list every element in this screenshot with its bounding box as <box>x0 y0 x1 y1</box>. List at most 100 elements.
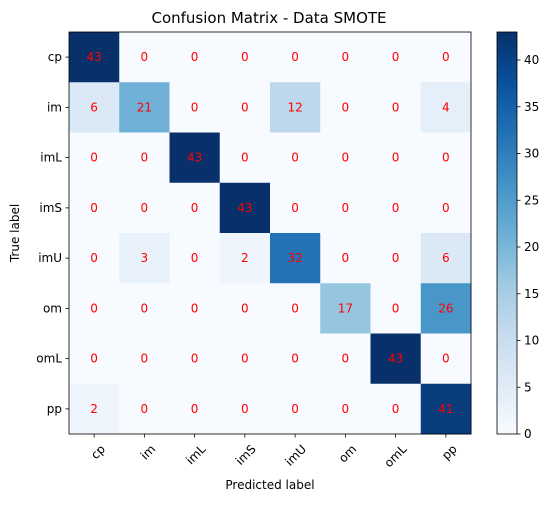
y-tick-label: imS <box>39 201 62 215</box>
cell-value-label: 0 <box>291 352 299 366</box>
y-tick-label: omL <box>36 352 62 366</box>
colorbar-tick-label: 25 <box>524 193 539 207</box>
matrix-cell-imU-omL <box>370 233 422 284</box>
colorbar-tick-label: 10 <box>524 334 539 348</box>
matrix-cell-omL-cp <box>69 333 120 385</box>
y-axis-ticks: cp im imL imS imU om omL pp <box>36 50 69 416</box>
matrix-cell-imU-imU <box>270 233 321 284</box>
cell-value-label: 12 <box>287 100 302 114</box>
cell-value-label: 2 <box>90 402 98 416</box>
matrix-cell-imL-imL <box>169 132 221 184</box>
cell-value-label: 0 <box>241 100 249 114</box>
matrix-cell-pp-imL <box>169 383 221 435</box>
cell-value-label: 0 <box>442 201 450 215</box>
colorbar-tick-label: 20 <box>524 240 539 254</box>
cell-value-label: 0 <box>191 352 199 366</box>
matrix-cell-labels: 43 0 0 0 0 0 0 0 6 21 0 0 12 0 0 4 0 0 43 0 0 0 0 0 0 0 0 43 0 0 0 0 0 3 0… <box>86 50 453 416</box>
matrix-cell-im-im <box>119 82 170 133</box>
cell-value-label: 43 <box>237 201 252 215</box>
colorbar-tick-label: 30 <box>524 147 539 161</box>
matrix-cell-imL-imU <box>270 132 321 184</box>
matrix-cell-imU-cp <box>69 233 120 284</box>
matrix-cell-om-imL <box>169 283 221 334</box>
cell-value-label: 0 <box>191 251 199 265</box>
colorbar-tick-label: 0 <box>524 427 532 441</box>
cell-value-label: 0 <box>342 251 350 265</box>
cell-value-label: 2 <box>241 251 249 265</box>
cell-value-label: 32 <box>287 251 302 265</box>
cell-value-label: 0 <box>141 301 149 315</box>
matrix-cell-om-pp <box>420 283 472 334</box>
matrix-cell-imU-imL <box>169 233 221 284</box>
cell-value-label: 6 <box>90 100 98 114</box>
cell-value-label: 0 <box>141 352 149 366</box>
cell-value-label: 4 <box>442 100 450 114</box>
matrix-cell-cp-im <box>119 32 170 83</box>
cell-value-label: 21 <box>137 100 152 114</box>
cell-value-label: 0 <box>90 301 98 315</box>
x-axis-label: Predicted label <box>225 478 314 492</box>
cell-value-label: 0 <box>442 50 450 64</box>
y-axis-label: True label <box>8 204 22 263</box>
matrix-cell-pp-im <box>119 383 170 435</box>
y-tick-label: om <box>43 301 62 315</box>
matrix-cell-im-imL <box>169 82 221 133</box>
cell-value-label: 0 <box>392 301 400 315</box>
cell-value-label: 0 <box>342 151 350 165</box>
matrix-cell-imU-im <box>119 233 170 284</box>
cell-value-label: 0 <box>191 100 199 114</box>
matrix-cell-imL-cp <box>69 132 120 184</box>
matrix-cell-omL-pp <box>420 333 472 385</box>
y-tick-label: imL <box>40 151 62 165</box>
matrix-cell-cp-imL <box>169 32 221 83</box>
y-tick-label: pp <box>47 402 62 416</box>
cell-value-label: 6 <box>442 251 450 265</box>
matrix-cell-omL-om <box>320 333 371 385</box>
cell-value-label: 0 <box>90 201 98 215</box>
colorbar-tick-label: 15 <box>524 287 539 301</box>
colorbar-tick-label: 40 <box>524 53 539 67</box>
cell-value-label: 0 <box>392 151 400 165</box>
y-tick-label: imU <box>38 251 62 265</box>
matrix-cell-im-omL <box>370 82 422 133</box>
matrix-cell-omL-im <box>119 333 170 385</box>
matrix-cell-imS-imL <box>169 182 221 234</box>
matrix-cell-cp-om <box>320 32 371 83</box>
cell-value-label: 0 <box>90 251 98 265</box>
matrix-cell-im-imS <box>219 82 271 133</box>
matrix-cells <box>69 32 472 435</box>
cell-value-label: 0 <box>241 301 249 315</box>
y-tick-label: im <box>47 100 62 114</box>
matrix-cell-om-cp <box>69 283 120 334</box>
cell-value-label: 0 <box>342 402 350 416</box>
cell-value-label: 3 <box>141 251 149 265</box>
cell-value-label: 0 <box>291 402 299 416</box>
cell-value-label: 0 <box>392 50 400 64</box>
matrix-cell-im-cp <box>69 82 120 133</box>
cell-value-label: 0 <box>342 100 350 114</box>
matrix-cell-om-imU <box>270 283 321 334</box>
matrix-cell-imS-cp <box>69 182 120 234</box>
cell-value-label: 0 <box>392 402 400 416</box>
matrix-cell-imU-imS <box>219 233 271 284</box>
cell-value-label: 0 <box>291 301 299 315</box>
cell-value-label: 17 <box>338 301 353 315</box>
y-tick-label: cp <box>48 50 62 64</box>
cell-value-label: 0 <box>90 352 98 366</box>
colorbar <box>496 31 518 435</box>
cell-value-label: 26 <box>438 301 453 315</box>
matrix-cell-im-om <box>320 82 371 133</box>
cell-value-label: 0 <box>90 151 98 165</box>
cell-value-label: 0 <box>141 402 149 416</box>
colorbar-ticks: 0 5 10 15 20 25 30 35 40 <box>517 53 539 441</box>
cell-value-label: 0 <box>191 50 199 64</box>
matrix-cell-pp-cp <box>69 383 120 435</box>
matrix-cell-imS-omL <box>370 182 422 234</box>
cell-value-label: 0 <box>291 50 299 64</box>
matrix-cell-imS-im <box>119 182 170 234</box>
matrix-cell-om-imS <box>219 283 271 334</box>
cell-value-label: 0 <box>141 201 149 215</box>
cell-value-label: 0 <box>342 50 350 64</box>
